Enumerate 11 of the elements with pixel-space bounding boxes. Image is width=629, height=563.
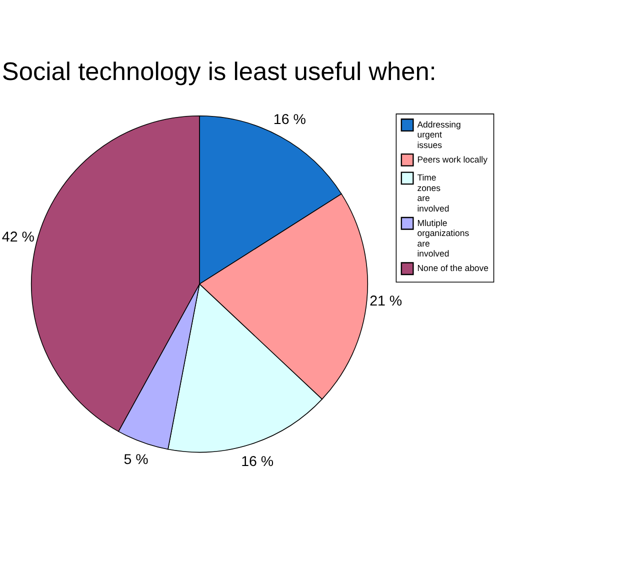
- chart-title: Social technology is least useful when:: [2, 58, 436, 86]
- legend-label: Time zones are involved: [417, 172, 450, 214]
- data-label: 21 %: [370, 294, 402, 310]
- legend-label: Mlutiple organizations are involved: [417, 218, 470, 259]
- legend-label: Addressing urgent issues: [417, 119, 461, 150]
- data-label: 5 %: [124, 452, 149, 468]
- data-label: 42 %: [2, 229, 35, 246]
- data-label: 16 %: [241, 454, 274, 470]
- data-label: 16 %: [273, 112, 306, 128]
- legend-label: None of the above: [417, 262, 489, 273]
- legend-label: Peers work locally: [417, 154, 488, 164]
